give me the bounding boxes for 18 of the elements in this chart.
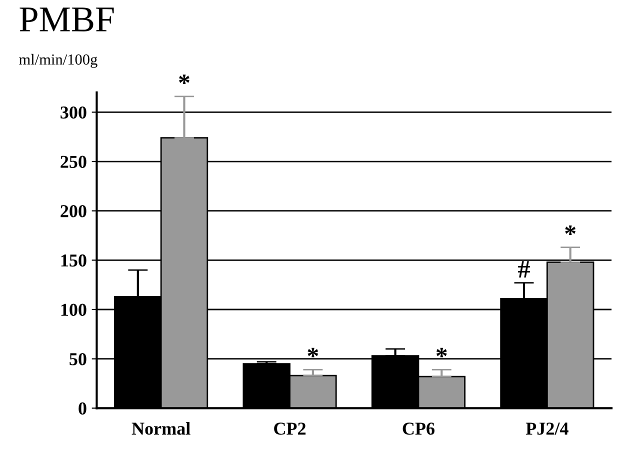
chart-title: PMBF [20,8,114,32]
y-tick-label: 200 [60,205,86,218]
y-tick-label: 250 [60,156,86,168]
x-tick-label: PJ2/4 [526,422,568,435]
x-tick-label: Normal [132,422,190,435]
annotation: * [436,348,447,358]
annotation: # [518,261,530,278]
y-tick-label: 100 [61,304,86,316]
annotation: * [179,74,190,84]
y-tick-label: 50 [70,353,86,366]
y-tick-label: 300 [60,106,86,119]
y-axis-title: ml/min/100g [19,54,98,68]
y-tick-label: 150 [61,254,86,267]
x-tick-label: CP6 [402,422,434,435]
annotation: * [308,348,318,358]
annotation: * [565,226,576,235]
y-tick-label: 0 [78,402,86,415]
x-tick-label: CP2 [274,422,306,435]
